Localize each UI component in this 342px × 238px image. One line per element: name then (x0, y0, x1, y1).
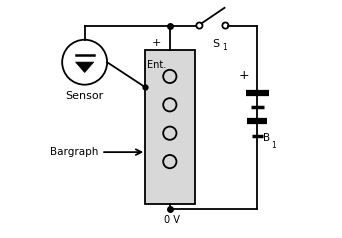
Text: Ent.: Ent. (147, 60, 167, 70)
Text: +: + (239, 69, 250, 82)
Polygon shape (76, 62, 94, 73)
Text: +: + (152, 38, 161, 48)
Text: Sensor: Sensor (66, 91, 104, 101)
Text: 1: 1 (271, 141, 276, 150)
Circle shape (163, 98, 176, 111)
Text: S: S (212, 39, 220, 49)
Text: B: B (263, 133, 271, 143)
Circle shape (163, 155, 176, 168)
Circle shape (196, 22, 202, 29)
Circle shape (62, 40, 107, 85)
Circle shape (222, 22, 228, 29)
Text: 0 V: 0 V (164, 215, 180, 225)
Circle shape (163, 70, 176, 83)
Circle shape (163, 127, 176, 140)
Bar (145, 50, 195, 204)
Text: Bargraph: Bargraph (51, 147, 99, 157)
Text: 1: 1 (222, 43, 227, 52)
